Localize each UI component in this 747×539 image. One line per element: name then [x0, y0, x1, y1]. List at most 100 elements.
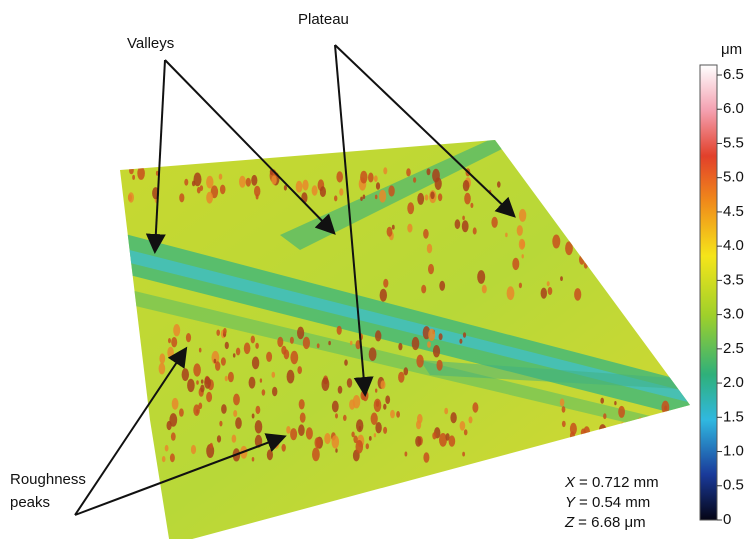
- peak: [599, 424, 607, 437]
- peak: [398, 372, 404, 383]
- peak: [332, 435, 340, 448]
- peak: [204, 377, 211, 389]
- peak: [603, 193, 610, 204]
- peak: [552, 235, 560, 249]
- peak: [223, 328, 227, 334]
- dimension: X= 0.712 mm: [564, 474, 659, 491]
- colorbar-tick-label: 2.5: [723, 340, 744, 357]
- colorbar: [700, 65, 717, 520]
- peak: [328, 341, 331, 345]
- peak: [383, 427, 387, 434]
- peak: [332, 401, 339, 413]
- peak: [679, 428, 683, 435]
- peak: [251, 336, 255, 344]
- peak: [375, 389, 377, 393]
- peak: [464, 429, 468, 435]
- peak: [206, 192, 213, 204]
- peak: [375, 330, 381, 341]
- peak: [423, 452, 429, 463]
- peak: [428, 329, 435, 341]
- peak: [334, 195, 337, 201]
- peak: [497, 181, 501, 187]
- peak: [228, 372, 234, 383]
- peak: [349, 399, 355, 409]
- peak: [353, 436, 357, 444]
- peak: [562, 421, 566, 427]
- peak: [374, 433, 376, 437]
- peak: [662, 401, 670, 415]
- peak: [673, 409, 678, 417]
- peak: [383, 167, 387, 174]
- colorbar-tick-label: 3.0: [723, 306, 744, 323]
- peak: [206, 392, 212, 402]
- peak: [302, 180, 308, 191]
- dimension: Z= 6.68 μm: [564, 514, 646, 531]
- peak: [574, 288, 581, 301]
- peak: [252, 357, 259, 370]
- peak: [320, 186, 326, 197]
- peak: [324, 433, 330, 444]
- peak: [430, 192, 434, 200]
- peak: [428, 264, 434, 274]
- peak: [171, 337, 177, 347]
- peak: [620, 422, 624, 429]
- dimension-value: = 0.712 mm: [579, 474, 659, 491]
- peak: [271, 175, 276, 184]
- peak: [219, 421, 222, 427]
- peak: [539, 180, 542, 185]
- peak: [380, 289, 387, 302]
- peak: [336, 171, 343, 182]
- peak: [200, 385, 204, 393]
- peak: [172, 398, 179, 410]
- peak: [335, 413, 338, 418]
- peak: [210, 443, 213, 449]
- peak: [375, 195, 378, 200]
- peak: [570, 423, 577, 435]
- peak: [262, 389, 266, 395]
- colorbar-tick-label: 0: [723, 511, 731, 528]
- peak: [520, 240, 525, 249]
- peak: [427, 341, 431, 348]
- colorbar-tick-label: 4.5: [723, 203, 744, 220]
- colorbar-tick-label: 4.0: [723, 237, 744, 254]
- colorbar-tick-label: 6.0: [723, 100, 744, 117]
- peak: [677, 417, 684, 430]
- peak: [469, 416, 473, 423]
- dimension-value: = 0.54 mm: [579, 494, 650, 511]
- peak: [405, 452, 408, 457]
- peak: [168, 338, 171, 343]
- peak: [433, 345, 440, 357]
- peak: [179, 408, 184, 416]
- peak: [272, 372, 276, 378]
- peak: [421, 285, 426, 294]
- peak: [416, 355, 423, 368]
- peak: [360, 171, 367, 184]
- peak: [201, 379, 204, 383]
- peak: [297, 327, 304, 340]
- colorbar-tick-label: 5.5: [723, 134, 744, 151]
- colorbar-tick-label: 2.0: [723, 374, 744, 391]
- peak: [374, 399, 382, 412]
- colorbar-unit: μm: [721, 41, 742, 58]
- peak: [170, 453, 175, 462]
- peak: [579, 255, 585, 265]
- peak: [404, 367, 409, 375]
- peak: [591, 221, 598, 233]
- surface-figure: μm 6.56.05.55.04.54.03.53.02.52.01.51.00…: [0, 0, 747, 539]
- peak: [335, 448, 337, 452]
- peak: [347, 378, 352, 388]
- peak: [220, 185, 226, 195]
- colorbar-tick-label: 3.5: [723, 271, 744, 288]
- peak: [608, 186, 615, 198]
- peak: [375, 422, 381, 433]
- figure: μm 6.56.05.55.04.54.03.53.02.52.01.51.00…: [0, 0, 747, 539]
- peak: [191, 445, 196, 454]
- peak: [235, 417, 242, 429]
- peak: [173, 324, 180, 336]
- peak: [491, 217, 497, 228]
- peak: [549, 206, 551, 210]
- peak: [407, 224, 412, 233]
- peak: [192, 181, 195, 187]
- peak: [298, 424, 305, 436]
- peak: [439, 281, 445, 291]
